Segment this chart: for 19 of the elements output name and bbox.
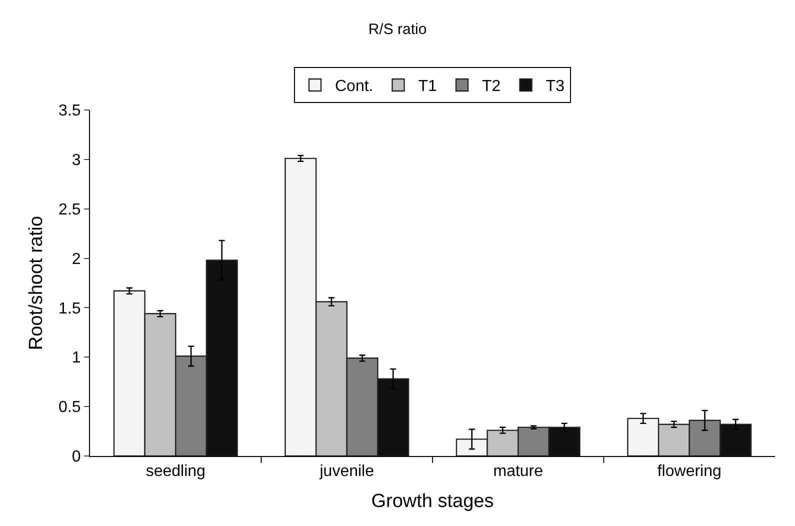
- chart-title: R/S ratio: [368, 21, 427, 38]
- legend-label: T3: [546, 78, 565, 96]
- x-axis-title: Growth stages: [371, 491, 494, 512]
- legend-label: T2: [482, 78, 501, 96]
- legend-label: Cont.: [335, 78, 374, 96]
- x-tick-label: juvenile: [318, 463, 374, 480]
- y-tick-label: 0: [72, 448, 81, 466]
- y-axis-title: Root/shoot ratio: [26, 216, 47, 350]
- y-tick-label: 3: [72, 152, 81, 170]
- y-tick-label: 3.5: [58, 102, 81, 120]
- x-tick-label: flowering: [657, 463, 722, 480]
- x-tick-label: mature: [493, 463, 544, 480]
- y-tick-label: 1.5: [58, 300, 81, 318]
- y-tick-label: 2.5: [58, 201, 81, 218]
- y-tick-label: 0.5: [58, 399, 81, 416]
- x-tick-label: seedling: [146, 463, 206, 480]
- legend-label: T1: [418, 78, 438, 96]
- y-tick-label: 1: [72, 350, 81, 367]
- y-tick-label: 2: [72, 250, 81, 268]
